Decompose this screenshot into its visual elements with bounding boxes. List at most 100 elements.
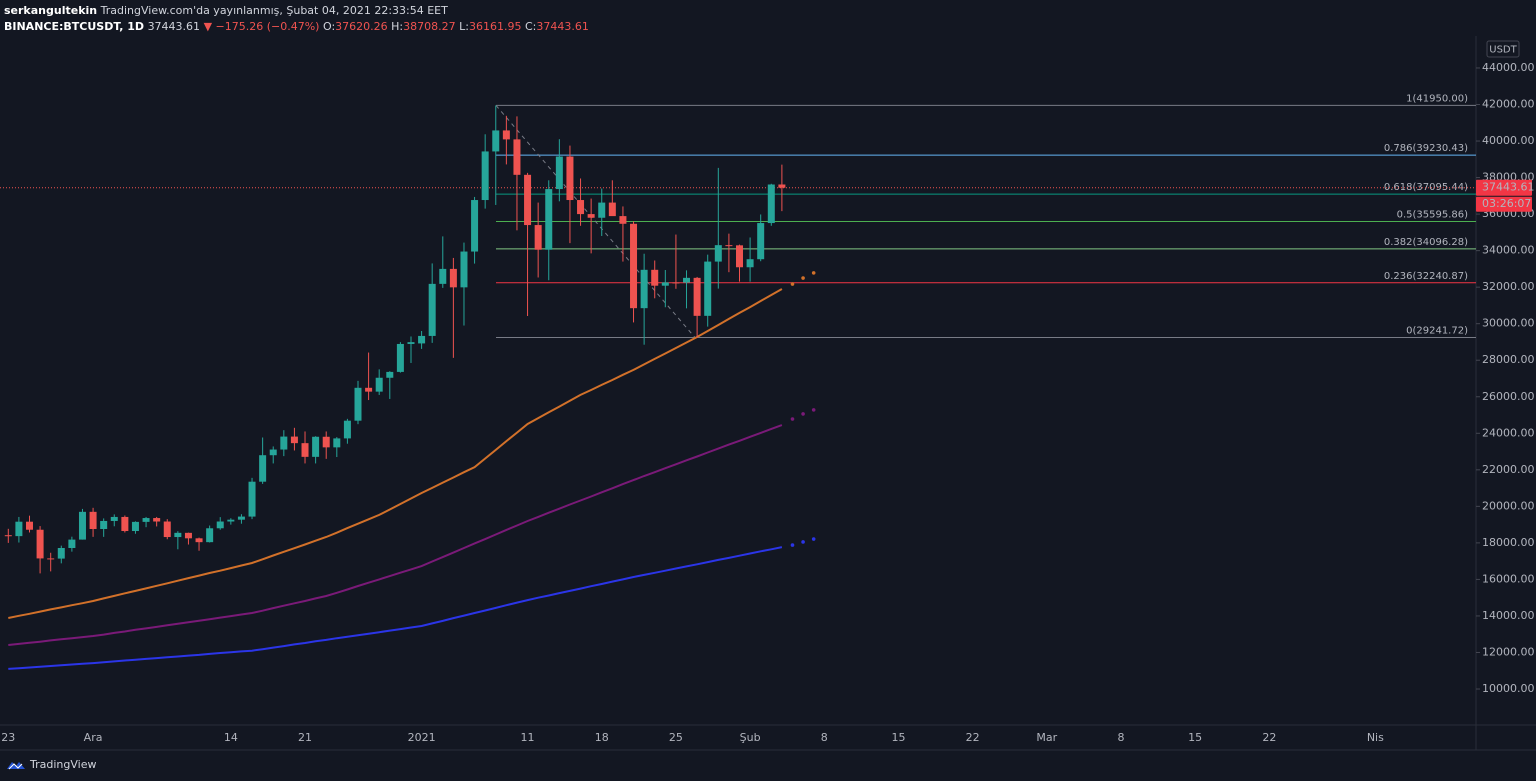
- candle-body: [630, 223, 638, 309]
- x-tick-label: 8: [1117, 731, 1124, 744]
- candle-body: [725, 245, 733, 247]
- candle-body: [206, 528, 214, 543]
- ma-projection: [811, 271, 816, 275]
- x-tick-label: 8: [821, 731, 828, 744]
- candle-body: [333, 438, 341, 448]
- ma-projection: [811, 537, 816, 541]
- candle-body: [767, 184, 775, 224]
- fib-label: 1(41950.00): [1406, 93, 1468, 104]
- candle-body: [216, 521, 224, 529]
- fib-label: 0.236(32240.87): [1384, 271, 1468, 282]
- candle-body: [131, 521, 139, 532]
- ma-projection: [801, 276, 805, 280]
- x-tick-label: 25: [669, 731, 683, 744]
- candle-body: [693, 277, 701, 316]
- published: TradingView.com'da yayınlanmış, Şubat 04…: [100, 4, 448, 17]
- x-axis: 23 Ara 14 21 2021 11 18 25 Şub 8 15 22 Mar 8 15 22 Nis: [1, 731, 1384, 744]
- candle-body: [396, 343, 404, 372]
- x-tick-label: 21: [298, 731, 312, 744]
- candle-body: [375, 377, 383, 392]
- y-tick-label: 10000.00: [1482, 682, 1535, 695]
- candle-body: [555, 156, 563, 190]
- x-tick-label: 23: [1, 731, 15, 744]
- x-tick-label: Mar: [1036, 731, 1057, 744]
- candle-body: [757, 223, 765, 260]
- y-tick-label: 28000.00: [1482, 353, 1535, 366]
- open-label: O:: [322, 20, 336, 33]
- x-tick-label: 22: [966, 731, 980, 744]
- x-tick-label: 18: [595, 731, 609, 744]
- high: 38708.27: [403, 20, 456, 33]
- ma-projection: [801, 412, 805, 416]
- candle-body: [449, 268, 457, 288]
- candle-body: [418, 335, 426, 344]
- open: 37620.26: [335, 20, 388, 33]
- candle-body: [587, 214, 595, 218]
- candle-body: [100, 520, 108, 530]
- candle-body: [386, 371, 394, 378]
- candle-body: [322, 436, 330, 448]
- x-tick-label: 15: [1188, 731, 1202, 744]
- candle-body: [566, 156, 574, 201]
- candle-body: [746, 259, 754, 268]
- candle-body: [481, 151, 489, 201]
- low: 36161.95: [468, 20, 522, 33]
- candle-body: [4, 535, 12, 537]
- ma-projection: [790, 282, 795, 286]
- x-tick-label: Şub: [740, 731, 761, 744]
- candle-body: [672, 282, 680, 284]
- candle-body: [598, 202, 606, 218]
- close: 37443.61: [536, 20, 589, 33]
- currency-box[interactable]: [1486, 40, 1520, 58]
- candle-body: [640, 269, 648, 309]
- candle-body: [301, 443, 309, 457]
- candle-body: [163, 521, 171, 538]
- candle-body: [704, 261, 712, 316]
- candle-body: [78, 511, 86, 540]
- candle-body: [502, 130, 510, 140]
- close-label: C:: [524, 20, 537, 33]
- countdown-tag: [1476, 196, 1532, 212]
- brand-logo: [7, 761, 25, 769]
- candle-body: [195, 538, 203, 543]
- candle-body: [280, 436, 288, 450]
- y-tick-label: 34000.00: [1482, 244, 1535, 257]
- symbol: BINANCE:BTCUSDT, 1D: [4, 20, 145, 33]
- candle-body: [15, 521, 23, 537]
- x-tick-label: 2021: [408, 731, 436, 744]
- candle-body: [248, 481, 256, 517]
- candle-body: [354, 387, 362, 421]
- fib-trend: [495, 105, 696, 338]
- candle-body: [683, 277, 691, 283]
- y-tick-label: 12000.00: [1482, 645, 1535, 658]
- x-tick-label: 11: [521, 731, 535, 744]
- candle-body: [25, 521, 33, 530]
- author[interactable]: serkangultekin: [4, 4, 98, 17]
- down-arrow: ▼: [203, 20, 213, 33]
- low-label: L:: [459, 20, 469, 33]
- y-tick-label: 26000.00: [1482, 390, 1535, 403]
- candle-body: [714, 245, 722, 262]
- symbol-line: BINANCE:BTCUSDT, 1D 37443.61 ▼ −175.26 (…: [4, 19, 589, 35]
- y-tick-label: 24000.00: [1482, 426, 1535, 439]
- fib-label: 0(29241.72): [1406, 326, 1468, 337]
- x-tick-label: 22: [1262, 731, 1276, 744]
- candle-body: [290, 436, 298, 444]
- candle-body: [57, 548, 65, 559]
- change: −175.26 (−0.47%): [215, 20, 320, 33]
- candle-body: [68, 539, 76, 549]
- candle-body: [47, 558, 55, 560]
- chart: USDT 1(41950.00)0.786(39230.43)0.618(370…: [0, 36, 1536, 751]
- y-tick-label: 16000.00: [1482, 572, 1535, 585]
- candle-body: [110, 516, 118, 521]
- candle-body: [184, 532, 192, 539]
- candle-body: [492, 130, 500, 152]
- candle-body: [269, 449, 277, 456]
- brand[interactable]: TradingView: [30, 758, 97, 771]
- candle-body: [174, 532, 182, 538]
- candle-body: [365, 387, 373, 392]
- candle-body: [778, 184, 786, 188]
- candle-body: [524, 174, 532, 226]
- ma-projection: [811, 408, 816, 412]
- countdown: 03:26:07: [1482, 197, 1531, 210]
